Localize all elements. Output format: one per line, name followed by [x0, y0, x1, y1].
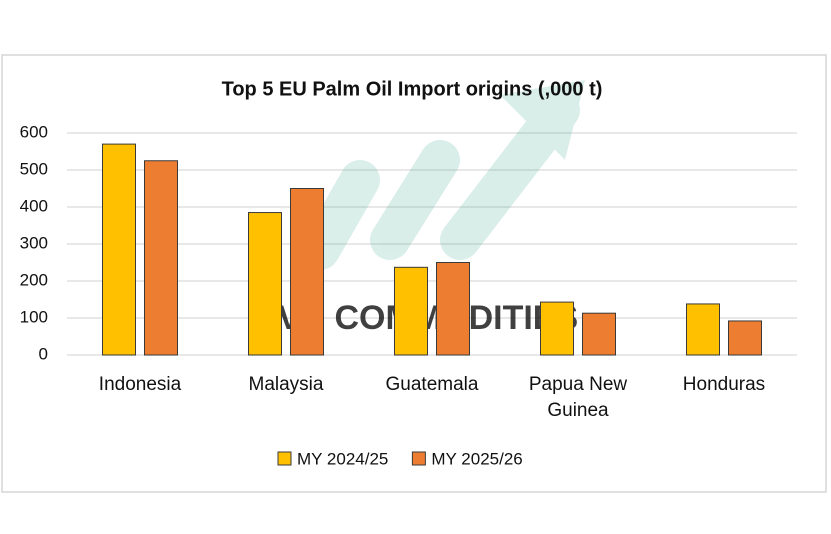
x-tick-label: Papua New Guinea	[528, 374, 628, 421]
legend-swatch	[277, 451, 292, 466]
bar	[248, 212, 282, 356]
bar	[436, 262, 470, 356]
y-tick-label: 300	[20, 233, 48, 252]
y-tick-label: 200	[20, 270, 48, 289]
y-tick-label: 500	[20, 159, 48, 178]
x-tick-label: Honduras	[682, 374, 766, 395]
y-tick-label: 0	[39, 344, 48, 363]
legend-swatch	[411, 451, 426, 466]
y-tick-label: 600	[20, 122, 48, 141]
bar	[540, 301, 574, 356]
x-tick-label: Malaysia	[248, 374, 324, 395]
watermark-arrow	[300, 80, 585, 270]
bar	[144, 160, 178, 356]
legend-label: MY 2024/25	[297, 449, 388, 468]
bar	[102, 143, 136, 356]
chart-title: Top 5 EU Palm Oil Import origins (,000 t…	[222, 78, 603, 100]
x-tick-label: Guatemala	[385, 374, 479, 395]
grid	[67, 132, 797, 356]
x-tick-label: Indonesia	[98, 374, 182, 395]
legend-label: MY 2025/26	[431, 449, 522, 468]
bar	[394, 266, 428, 356]
bar	[728, 320, 762, 356]
bar	[686, 303, 720, 356]
y-tick-label: 100	[20, 307, 48, 326]
bar	[582, 312, 616, 356]
bar	[290, 188, 324, 356]
y-tick-label: 400	[20, 196, 48, 215]
